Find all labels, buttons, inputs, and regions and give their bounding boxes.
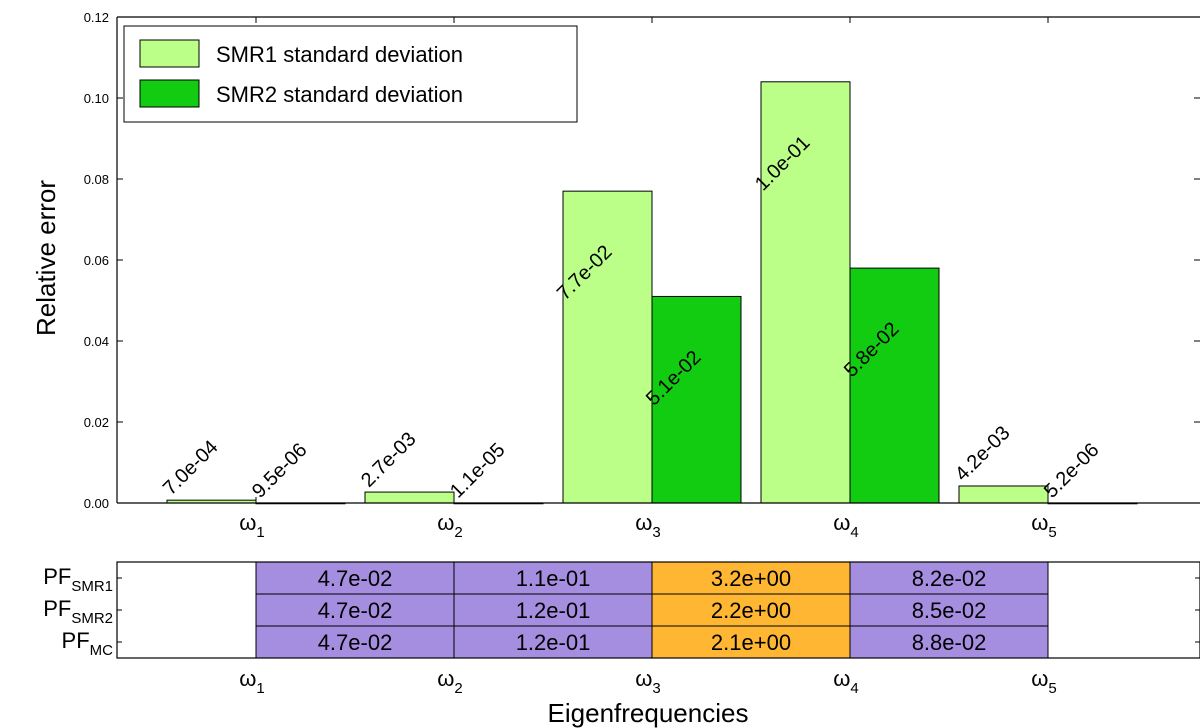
table-cell-value: 1.2e-01 [516, 630, 591, 655]
table-cell-value: 8.5e-02 [912, 598, 987, 623]
bar-value-label: 5.2e-06 [1040, 439, 1104, 503]
bar-value-label: 7.0e-04 [159, 436, 223, 500]
table-cell-value: 8.2e-02 [912, 566, 987, 591]
table-cell [453, 625, 653, 659]
pf-table: 4.7e-02 1.1e-01 3.2e+00 8.2e-02 4.7e-02 1.2e-… [43, 561, 1200, 697]
bar-value-label: 9.5e-06 [248, 439, 312, 503]
table-cell-value: 4.7e-02 [318, 630, 393, 655]
table-cell [651, 561, 851, 595]
y-tick-label: 0.00 [84, 496, 109, 511]
table-row-label: PFMC [62, 628, 114, 659]
legend-swatch [139, 39, 200, 68]
bar-value-label: 2.7e-03 [357, 428, 421, 492]
legend-label: SMR2 standard deviation [216, 82, 463, 107]
y-axis-label: Relative error [31, 180, 61, 336]
bar-value-label: 4.2e-03 [951, 422, 1015, 486]
table-x-tick-label: ω3 [635, 666, 661, 697]
table-cell-value: 4.7e-02 [318, 566, 393, 591]
table-x-tick-label: ω5 [1031, 666, 1057, 697]
table-cell-value: 4.7e-02 [318, 598, 393, 623]
y-tick-label: 0.08 [84, 172, 109, 187]
table-cell-value: 3.2e+00 [711, 566, 791, 591]
x-tick-label: ω3 [635, 510, 661, 541]
table-cell-value: 1.1e-01 [516, 566, 591, 591]
x-axis-label: Eigenfrequencies [548, 698, 749, 728]
bar-1-3 [562, 190, 653, 504]
table-cell-value: 1.2e-01 [516, 598, 591, 623]
y-tick-label: 0.02 [84, 415, 109, 430]
y-tick-label: 0.04 [84, 334, 109, 349]
table-cell [849, 561, 1049, 595]
bar-value-label: 1.1e-05 [446, 439, 510, 503]
table-x-tick-label: ω1 [239, 666, 265, 697]
legend-swatch [139, 79, 200, 108]
x-tick-label: ω5 [1031, 510, 1057, 541]
y-tick-label: 0.10 [84, 91, 109, 106]
table-x-tick-label: ω2 [437, 666, 463, 697]
x-tick-label: ω2 [437, 510, 463, 541]
table-x-tick-label: ω4 [833, 666, 859, 697]
table-row-label: PFSMR2 [43, 596, 113, 627]
table-cell [849, 625, 1049, 659]
table-cell-value: 2.2e+00 [711, 598, 791, 623]
bar-2-3 [651, 295, 742, 504]
bar-1-4 [760, 81, 851, 504]
table-row-label: PFSMR1 [43, 564, 113, 595]
legend: SMR1 standard deviation SMR2 standard dev… [123, 25, 578, 123]
bar-2-4 [849, 267, 940, 504]
legend-label: SMR1 standard deviation [216, 42, 463, 67]
bar-1-2 [364, 491, 455, 504]
x-tick-label: ω1 [239, 510, 265, 541]
x-tick-label: ω4 [833, 510, 859, 541]
y-tick-label: 0.12 [84, 10, 109, 25]
bar-1-5 [958, 485, 1049, 504]
table-cell [255, 561, 455, 595]
table-cell-value: 2.1e+00 [711, 630, 791, 655]
y-tick-label: 0.06 [84, 253, 109, 268]
table-cell [255, 625, 455, 659]
table-cell-value: 8.8e-02 [912, 630, 987, 655]
